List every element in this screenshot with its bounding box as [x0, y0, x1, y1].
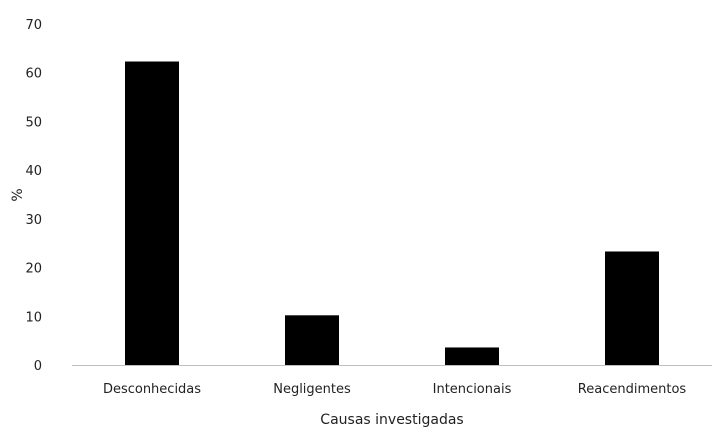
y-tick-label: 10	[25, 310, 42, 325]
bars	[125, 61, 659, 365]
y-axis-title: %	[10, 188, 26, 201]
y-tick-label: 20	[25, 262, 42, 277]
x-axis-title: Causas investigadas	[320, 412, 463, 428]
bar-reacendimentos	[605, 251, 659, 365]
y-tick-label: 50	[25, 115, 42, 130]
bar-negligentes	[285, 315, 339, 365]
x-tick-label: Negligentes	[273, 382, 351, 397]
bar-intencionais	[445, 347, 499, 365]
y-tick-label: 60	[25, 67, 42, 82]
x-tick-label: Intencionais	[433, 382, 512, 397]
x-tick-label: Reacendimentos	[578, 382, 687, 397]
y-tick-label: 40	[25, 164, 42, 179]
y-tick-label: 0	[34, 359, 42, 374]
bar-desconhecidas	[125, 61, 179, 365]
x-axis-tick-labels: Desconhecidas Negligentes Intencionais Reac…	[103, 382, 686, 397]
y-tick-label: 30	[25, 213, 42, 228]
y-tick-label: 70	[25, 18, 42, 33]
x-tick-label: Desconhecidas	[103, 382, 201, 397]
y-axis-ticks: 0 10 20 30 40 50 60 70	[25, 18, 42, 374]
